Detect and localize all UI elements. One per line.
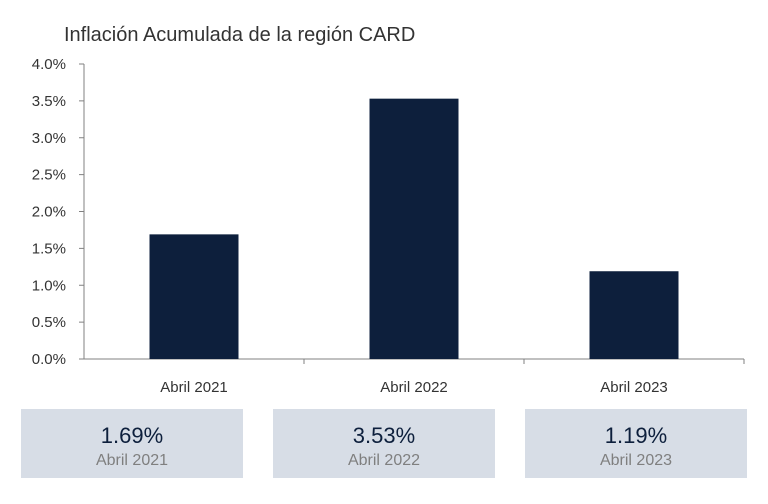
x-tick-label: Abril 2022 (380, 379, 448, 396)
summary-label: Abril 2021 (95, 452, 169, 469)
y-tick-label: 1.0% (32, 277, 66, 294)
summary-box-2021: 1.69% Abril 2021 (21, 409, 243, 478)
bar (149, 234, 239, 359)
y-tick-label: 3.0% (32, 130, 66, 147)
summary-box-2022: 3.53% Abril 2022 (273, 409, 495, 478)
x-tick-label: Abril 2021 (160, 379, 228, 396)
summary-value: 1.69% (100, 423, 164, 448)
y-tick-label: 4.0% (32, 56, 66, 73)
y-tick-label: 2.5% (32, 167, 66, 184)
bar (589, 271, 679, 359)
summary-value: 1.19% (604, 423, 668, 448)
chart-title: Inflación Acumulada de la región CARD (64, 24, 416, 46)
y-tick-label: 2.0% (32, 204, 66, 221)
y-tick-label: 1.5% (32, 240, 66, 257)
summary-box-2023: 1.19% Abril 2023 (525, 409, 747, 478)
chart-bars (149, 98, 679, 359)
y-tick-label: 0.5% (32, 314, 66, 331)
summary-label: Abril 2022 (347, 452, 421, 469)
y-tick-labels: 0.0% 0.5% 1.0% 1.5% 2.0% 2.5% 3.0% 3.5% 4.0% (32, 56, 66, 368)
summary-label: Abril 2023 (599, 452, 673, 469)
x-tick-label: Abril 2023 (600, 379, 668, 396)
summary-value: 3.53% (352, 423, 416, 448)
y-tick-label: 3.5% (32, 93, 66, 110)
bar-chart: 0.0% 0.5% 1.0% 1.5% 2.0% 2.5% 3.0% 3.5% 4.0% Abr… (32, 56, 745, 396)
y-tick-label: 0.0% (32, 351, 66, 368)
x-tick-labels: Abril 2021 Abril 2022 Abril 2023 (160, 379, 668, 396)
bar (369, 98, 459, 359)
